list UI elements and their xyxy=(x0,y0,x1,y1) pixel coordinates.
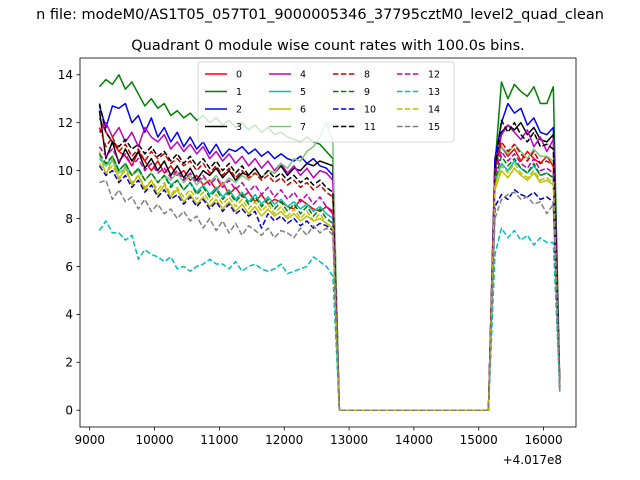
x-tick-label: 14000 xyxy=(395,433,433,447)
legend-label-6: 6 xyxy=(300,105,306,116)
axes-layer: 9000 10000 11000 12000 13000 14000 15000 16000 0… xyxy=(58,57,577,467)
legend-label-14: 14 xyxy=(428,105,440,116)
legend-label-4: 4 xyxy=(300,70,306,81)
y-tick-label: 10 xyxy=(58,164,73,178)
x-tick-label: 11000 xyxy=(200,433,238,447)
x-offset-label: +4.017e8 xyxy=(503,453,562,467)
x-tick-label: 16000 xyxy=(524,433,562,447)
x-tick-label: 12000 xyxy=(265,433,303,447)
series-layer xyxy=(98,74,561,411)
x-tick-label: 15000 xyxy=(460,433,498,447)
x-tick-label: 13000 xyxy=(330,433,368,447)
legend-label-15: 15 xyxy=(428,122,440,133)
x-tick-label: 9000 xyxy=(74,433,105,447)
x-tick-label: 10000 xyxy=(135,433,173,447)
series-line-13 xyxy=(98,220,561,411)
legend-box xyxy=(197,61,455,143)
legend-label-8: 8 xyxy=(364,70,370,81)
legend-label-13: 13 xyxy=(428,87,440,98)
y-tick-label: 0 xyxy=(65,404,73,418)
chart-title: Quadrant 0 module wise count rates with … xyxy=(131,38,525,54)
chart-suptitle: n file: modeM0/AS1T05_057T01_9000005346_… xyxy=(36,7,604,23)
y-tick-label: 8 xyxy=(65,212,73,226)
y-tick-label: 4 xyxy=(65,308,73,322)
legend-label-5: 5 xyxy=(300,87,306,98)
axes-frame xyxy=(79,57,577,428)
y-tick-label: 6 xyxy=(65,260,73,274)
y-tick-label: 12 xyxy=(58,116,73,130)
series-line-15 xyxy=(99,179,561,411)
y-tick-label: 14 xyxy=(58,68,73,82)
legend-label-11: 11 xyxy=(364,122,376,133)
y-tick-label: 2 xyxy=(65,356,73,370)
legend-label-9: 9 xyxy=(364,87,370,98)
legend-label-7: 7 xyxy=(300,122,306,133)
legend-label-10: 10 xyxy=(364,105,376,116)
legend-label-2: 2 xyxy=(236,105,242,116)
legend-label-1: 1 xyxy=(236,87,242,98)
legend-label-12: 12 xyxy=(428,70,440,81)
legend-label-3: 3 xyxy=(236,122,242,133)
legend-label-0: 0 xyxy=(236,70,242,81)
